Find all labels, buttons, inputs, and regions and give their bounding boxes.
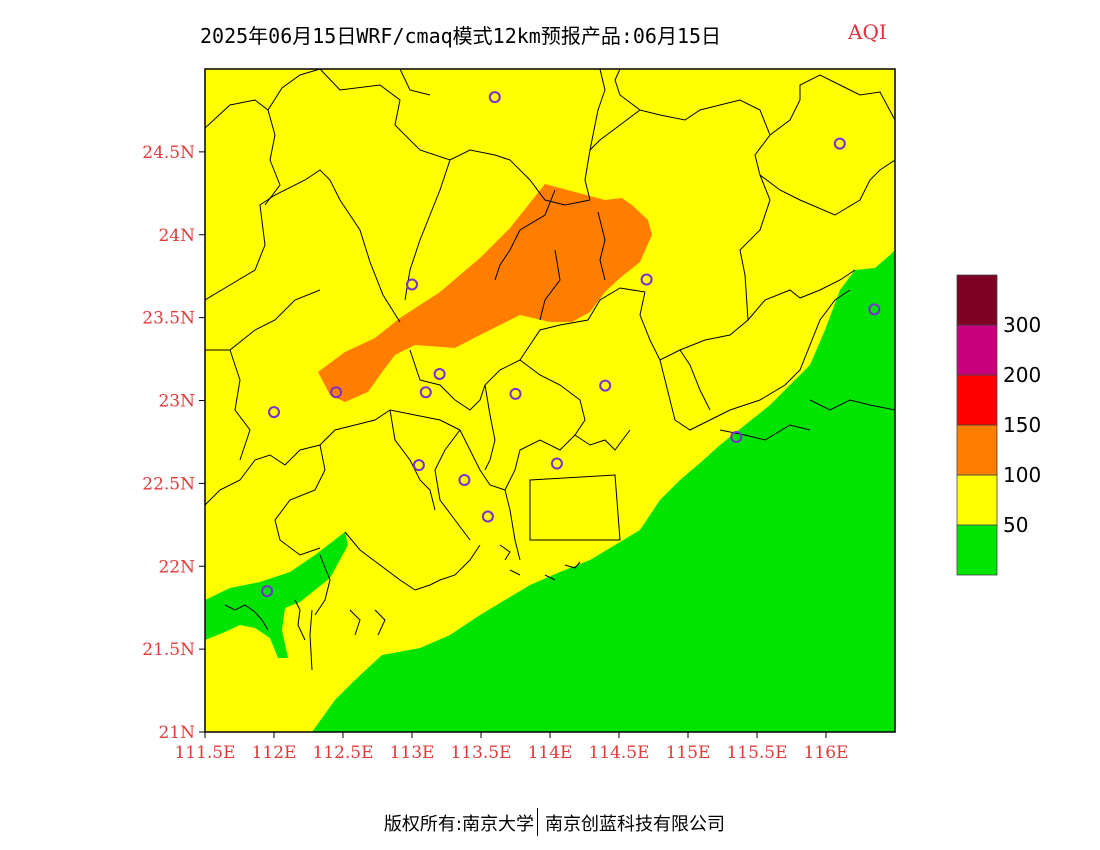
x-tick-label: 112.5E — [312, 743, 373, 763]
y-tick-label: 23.5N — [142, 309, 195, 329]
station-marker — [458, 474, 471, 487]
station-marker — [833, 137, 846, 150]
y-tick-label: 21.5N — [142, 640, 195, 660]
station-marker — [640, 273, 653, 286]
y-tick-label: 21N — [158, 723, 195, 743]
y-axis: 21N 21.5N 22N 22.5N 23N 23.5N 24N 24.5N — [142, 143, 205, 743]
station-marker — [481, 510, 494, 523]
map-area — [205, 69, 895, 732]
title-text: 2025年06月15日WRF/cmaq模式12km预报产品:06月15日 — [200, 24, 722, 48]
station-marker — [419, 386, 432, 399]
colorbar-segment — [956, 274, 998, 326]
x-tick-label: 114E — [528, 743, 573, 763]
aqi-band-100-150 — [318, 184, 652, 402]
station-marker — [868, 303, 881, 316]
aqi-band-0-50-sea — [312, 250, 895, 732]
station-marker — [433, 367, 446, 380]
x-tick-label: 115.5E — [726, 743, 787, 763]
y-tick-label: 22N — [158, 557, 195, 577]
boundary-lines — [205, 69, 895, 616]
y-tick-label: 23N — [158, 392, 195, 412]
station-marker — [330, 386, 343, 399]
colorbar-label: 100 — [1003, 463, 1041, 487]
station-marker — [730, 430, 743, 443]
colorbar-segment — [956, 324, 998, 376]
map-title: 2025年06月15日WRF/cmaq模式12km预报产品:06月15日 AQI — [0, 20, 1100, 50]
y-tick-label: 22.5N — [142, 474, 195, 494]
aqi-band-0-50-west — [205, 532, 348, 658]
variable-label: AQI — [848, 20, 887, 44]
x-tick-label: 111.5E — [174, 743, 235, 763]
colorbar-label: 150 — [1003, 413, 1041, 437]
colorbar-segment — [956, 524, 998, 576]
y-tick-label: 24N — [158, 226, 195, 246]
station-marker — [406, 278, 418, 291]
colorbar-label: 200 — [1003, 363, 1041, 387]
footer-separator — [537, 808, 538, 836]
company-text: 南京创蓝科技有限公司 — [545, 814, 725, 835]
colorbar-segment — [956, 424, 998, 476]
x-tick-label: 114.5E — [588, 743, 649, 763]
x-tick-label: 115E — [666, 743, 711, 763]
x-tick-label: 113E — [390, 743, 435, 763]
station-marker — [268, 406, 280, 419]
x-tick-label: 113.5E — [450, 743, 511, 763]
x-tick-label: 112E — [252, 743, 297, 763]
station-marker — [412, 459, 425, 472]
station-marker — [550, 457, 563, 470]
station-marker — [261, 585, 274, 598]
y-tick-label: 24.5N — [142, 143, 195, 163]
x-axis: 111.5E 112E 112.5E 113E 113.5E 114E 114.5E 115E… — [174, 732, 848, 763]
copyright-text: 版权所有:南京大学 — [383, 814, 534, 835]
station-marker — [509, 387, 522, 400]
colorbar: 50 100 150 200 300 — [956, 274, 1041, 576]
footer: 版权所有:南京大学 南京创蓝科技有限公司 — [0, 808, 1100, 838]
colorbar-segment — [956, 474, 998, 526]
coastline-islands — [224, 544, 581, 671]
station-markers — [261, 91, 881, 598]
x-tick-label: 116E — [804, 743, 849, 763]
station-marker — [488, 91, 501, 104]
colorbar-segment — [956, 374, 998, 426]
station-marker — [599, 379, 612, 392]
colorbar-label: 50 — [1003, 513, 1028, 537]
colorbar-label: 300 — [1003, 313, 1041, 337]
